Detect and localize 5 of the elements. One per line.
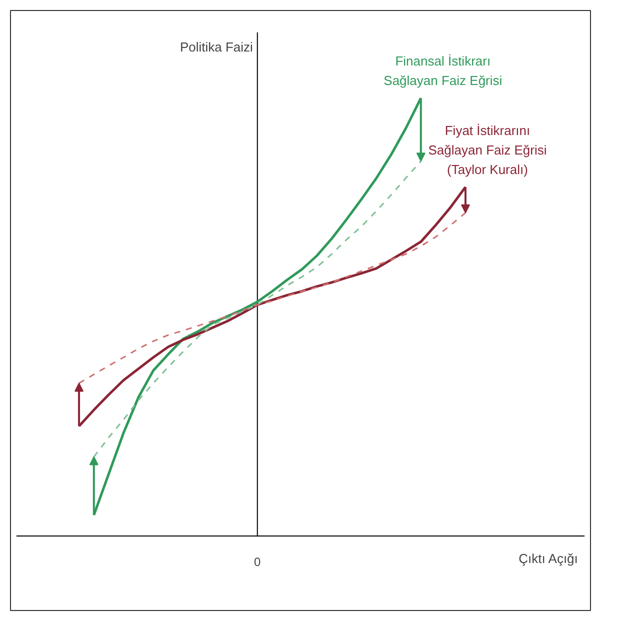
- y-axis-title: Politika Faizi: [180, 39, 254, 54]
- x-axis-title: Çıktı Açığı: [518, 551, 578, 566]
- text: Finansal İstikrarı Sağlayan Faiz Eğrisi: [384, 54, 502, 88]
- text: 0: [254, 555, 262, 570]
- text: Fiyat İstikrarını Sağlayan Faiz Eğrisi (Taylor Kuralı): [428, 122, 547, 177]
